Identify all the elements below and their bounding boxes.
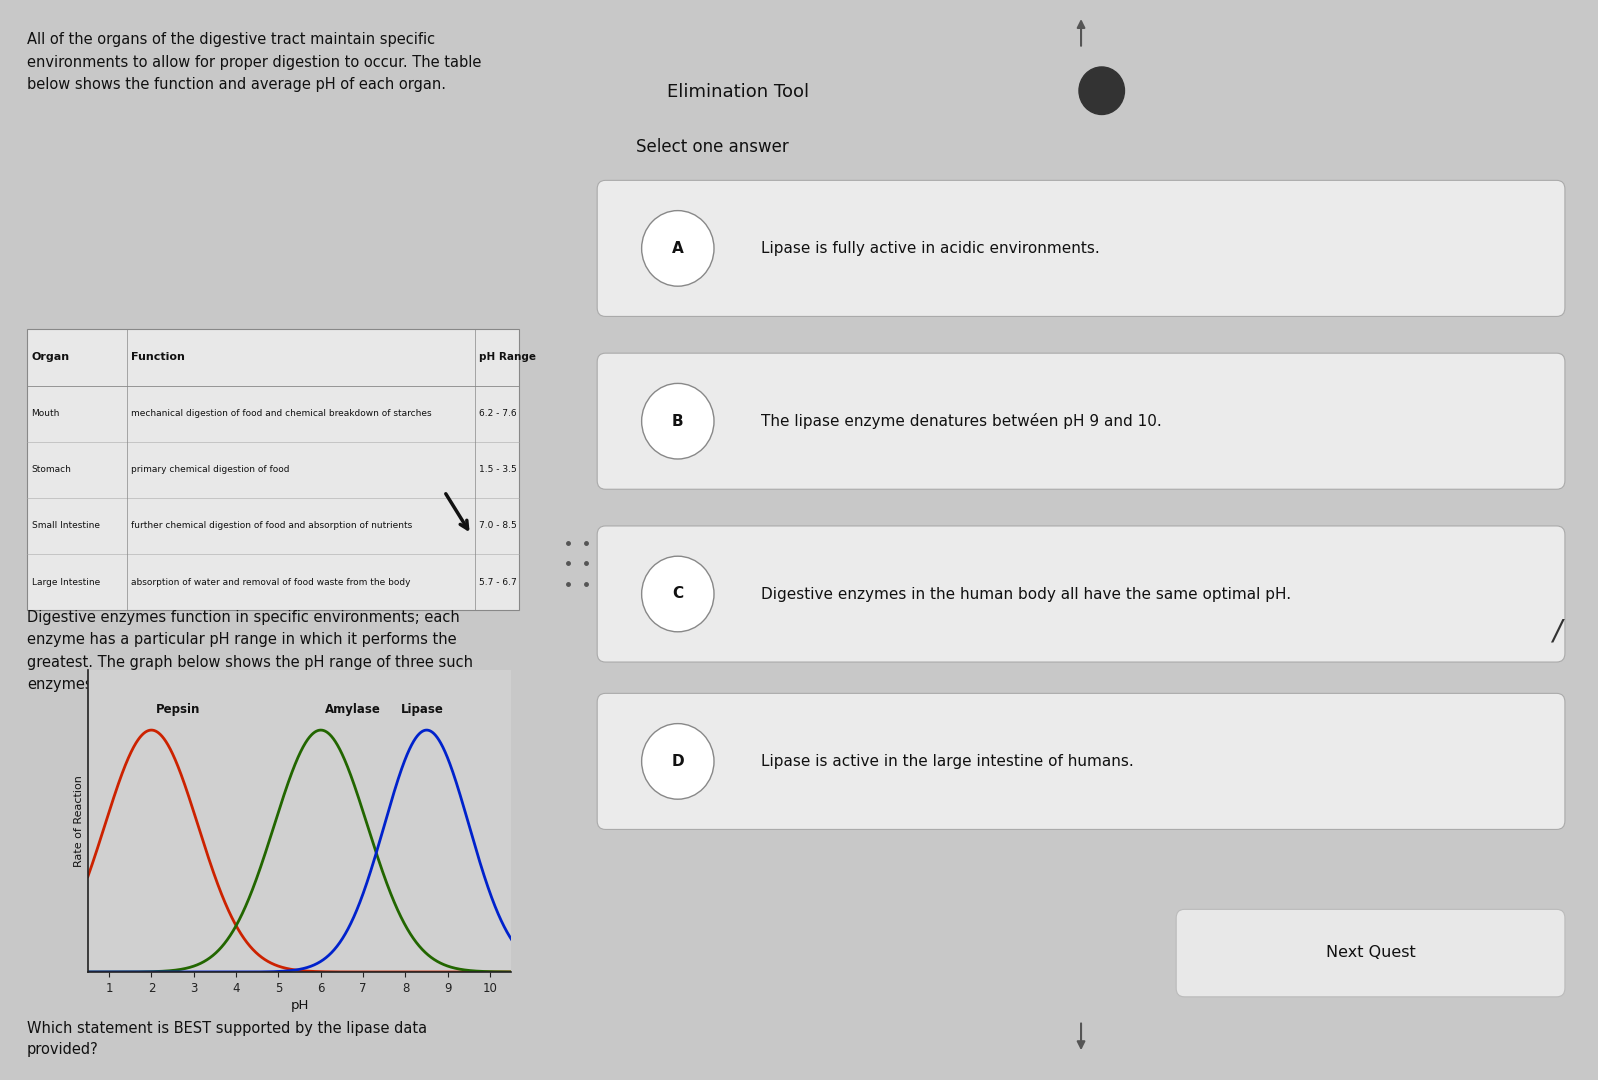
FancyBboxPatch shape xyxy=(598,693,1564,829)
Text: B: B xyxy=(673,414,684,429)
Text: Digestive enzymes function in specific environments; each
enzyme has a particula: Digestive enzymes function in specific e… xyxy=(27,610,473,692)
Text: Amylase: Amylase xyxy=(324,703,380,716)
Text: 6.2 - 7.6: 6.2 - 7.6 xyxy=(478,409,516,418)
Text: further chemical digestion of food and absorption of nutrients: further chemical digestion of food and a… xyxy=(131,522,412,530)
Text: Pepsin: Pepsin xyxy=(155,703,200,716)
Text: Lipase is fully active in acidic environments.: Lipase is fully active in acidic environ… xyxy=(761,241,1099,256)
FancyBboxPatch shape xyxy=(1176,909,1564,997)
Circle shape xyxy=(642,724,714,799)
Text: Next Quest: Next Quest xyxy=(1326,945,1416,960)
Text: mechanical digestion of food and chemical breakdown of starches: mechanical digestion of food and chemica… xyxy=(131,409,431,418)
Text: Organ: Organ xyxy=(32,352,70,363)
FancyBboxPatch shape xyxy=(27,329,519,610)
Text: D: D xyxy=(671,754,684,769)
Circle shape xyxy=(1079,67,1125,114)
Text: Mouth: Mouth xyxy=(32,409,61,418)
Circle shape xyxy=(642,556,714,632)
Text: All of the organs of the digestive tract maintain specific
environments to allow: All of the organs of the digestive tract… xyxy=(27,32,481,92)
Circle shape xyxy=(642,383,714,459)
Text: Elimination Tool: Elimination Tool xyxy=(668,83,810,100)
Text: Stomach: Stomach xyxy=(32,465,72,474)
Text: Lipase: Lipase xyxy=(401,703,444,716)
Text: Small Intestine: Small Intestine xyxy=(32,522,99,530)
Text: Large Intestine: Large Intestine xyxy=(32,578,99,586)
Text: /: / xyxy=(1552,618,1561,646)
Text: C: C xyxy=(673,586,684,602)
FancyBboxPatch shape xyxy=(598,180,1564,316)
Circle shape xyxy=(642,211,714,286)
Text: A: A xyxy=(671,241,684,256)
Text: primary chemical digestion of food: primary chemical digestion of food xyxy=(131,465,289,474)
Text: pH Range: pH Range xyxy=(478,352,535,363)
Text: Digestive enzymes in the human body all have the same optimal pH.: Digestive enzymes in the human body all … xyxy=(761,586,1291,602)
Text: Which statement is BEST supported by the lipase data
provided?: Which statement is BEST supported by the… xyxy=(27,1021,427,1056)
X-axis label: pH: pH xyxy=(291,999,308,1012)
Text: Function: Function xyxy=(131,352,184,363)
Text: 1.5 - 3.5: 1.5 - 3.5 xyxy=(478,465,516,474)
Text: The lipase enzyme denatures betwéen pH 9 and 10.: The lipase enzyme denatures betwéen pH 9… xyxy=(761,414,1162,429)
FancyBboxPatch shape xyxy=(598,353,1564,489)
FancyBboxPatch shape xyxy=(598,526,1564,662)
Y-axis label: Rate of Reaction: Rate of Reaction xyxy=(74,774,83,867)
Text: 5.7 - 6.7: 5.7 - 6.7 xyxy=(478,578,516,586)
Text: Lipase is active in the large intestine of humans.: Lipase is active in the large intestine … xyxy=(761,754,1133,769)
Text: Select one answer: Select one answer xyxy=(636,138,789,157)
Text: absorption of water and removal of food waste from the body: absorption of water and removal of food … xyxy=(131,578,411,586)
Text: 7.0 - 8.5: 7.0 - 8.5 xyxy=(478,522,516,530)
